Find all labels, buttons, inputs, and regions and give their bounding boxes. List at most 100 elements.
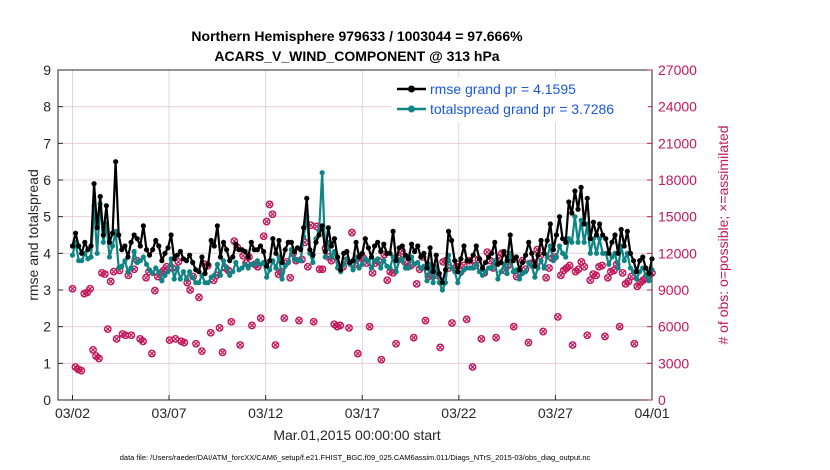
- rmse-point: [600, 232, 606, 238]
- obs-assimilated-point: [566, 262, 573, 269]
- totalspread-point: [140, 254, 146, 260]
- rmse-point: [390, 228, 396, 234]
- y-tick-label: 0: [43, 392, 51, 408]
- totalspread-point: [479, 272, 486, 278]
- rmse-point: [430, 269, 436, 275]
- totalspread-point: [282, 263, 288, 269]
- obs-assimilated-point: [410, 334, 417, 341]
- totalspread-point: [273, 265, 279, 271]
- obs-possible-point: [150, 286, 159, 295]
- rmse-point: [556, 214, 563, 220]
- obs-possible-point: [195, 293, 203, 302]
- obs-possible-point: [492, 333, 500, 342]
- rmse-point: [109, 230, 116, 236]
- obs-possible-point: [409, 333, 418, 342]
- rmse-point: [72, 230, 79, 236]
- rmse-point: [359, 250, 365, 256]
- rmse-point: [230, 254, 236, 260]
- y-tick-label: 9: [43, 62, 51, 78]
- rmse-point: [190, 259, 196, 266]
- rmse-point: [365, 245, 372, 251]
- obs-assimilated-point: [437, 344, 444, 351]
- rmse-point: [316, 232, 322, 238]
- rmse-point: [362, 236, 368, 242]
- totalspread-point: [285, 259, 291, 266]
- y-right-tick-label: 6000: [658, 319, 689, 335]
- totalspread-point: [470, 265, 476, 271]
- x-tick-label: 03/27: [538, 405, 573, 421]
- rmse-point: [449, 237, 455, 244]
- obs-possible-point: [318, 265, 327, 274]
- rmse-point: [550, 247, 556, 253]
- obs-possible-point: [630, 339, 639, 348]
- obs-assimilated-point: [493, 334, 500, 341]
- totalspread-point: [171, 276, 177, 282]
- rmse-point: [116, 232, 122, 238]
- totalspread-point: [523, 269, 529, 275]
- rmse-point: [350, 258, 356, 264]
- x-tick-label: 03/07: [152, 405, 187, 421]
- obs-assimilated-point: [193, 340, 200, 347]
- rmse-point: [492, 239, 498, 245]
- obs-assimilated-point: [587, 277, 594, 284]
- obs-assimilated-point: [95, 355, 102, 362]
- obs-assimilated-point: [569, 341, 576, 349]
- rmse-point: [513, 254, 519, 260]
- totalspread-point: [165, 269, 171, 275]
- rmse-point: [378, 248, 384, 255]
- obs-assimilated-point: [187, 286, 194, 294]
- totalspread-point: [378, 265, 384, 271]
- totalspread-point: [119, 263, 125, 269]
- legend-marker-totalspread: [408, 105, 415, 113]
- obs-assimilated-point: [422, 317, 429, 324]
- obs-assimilated-point: [263, 218, 270, 225]
- rmse-point: [479, 265, 486, 271]
- totalspread-point: [566, 236, 572, 242]
- rmse-point: [526, 239, 532, 245]
- y-right-tick-label: 21000: [658, 135, 697, 151]
- rmse-point: [85, 247, 91, 253]
- totalspread-point: [489, 265, 495, 271]
- obs-assimilated-point: [540, 328, 547, 335]
- totalspread-point: [581, 239, 587, 245]
- rmse-point: [473, 243, 479, 249]
- obs-possible-point: [615, 322, 624, 331]
- totalspread-point: [381, 258, 387, 264]
- rmse-point: [227, 258, 233, 264]
- rmse-point: [245, 254, 251, 260]
- rmse-point: [387, 250, 393, 256]
- rmse-point: [288, 239, 294, 245]
- rmse-point: [569, 210, 575, 216]
- obs-assimilated-point: [584, 332, 591, 339]
- rmse-point: [128, 239, 134, 245]
- obs-assimilated-point: [554, 313, 561, 320]
- rmse-point: [153, 237, 159, 244]
- obs-assimilated-point: [166, 337, 173, 344]
- totalspread-point: [627, 265, 634, 271]
- obs-possible-point: [127, 331, 136, 340]
- rmse-point: [371, 243, 378, 249]
- obs-assimilated-point: [207, 329, 214, 336]
- totalspread-point: [131, 248, 137, 255]
- rmse-point: [177, 248, 183, 255]
- obs-assimilated-point: [581, 263, 588, 270]
- obs-possible-point: [218, 348, 227, 357]
- rmse-point: [301, 225, 307, 231]
- obs-possible-point: [227, 317, 236, 326]
- obs-assimilated-point: [310, 318, 317, 325]
- rmse-point: [310, 252, 316, 258]
- totalspread-point: [233, 259, 239, 266]
- totalspread-point: [174, 265, 180, 271]
- obs-assimilated-point: [413, 280, 420, 287]
- rmse-point: [282, 247, 288, 253]
- y-right-tick-label: 12000: [658, 245, 697, 261]
- rmse-point: [217, 254, 224, 260]
- obs-assimilated-point: [107, 278, 114, 285]
- obs-assimilated-point: [348, 229, 355, 236]
- totalspread-point: [476, 269, 482, 275]
- totalspread-point: [137, 258, 143, 264]
- rmse-point: [412, 248, 418, 255]
- totalspread-point: [220, 258, 227, 264]
- totalspread-point: [245, 265, 251, 271]
- rmse-point: [322, 248, 328, 255]
